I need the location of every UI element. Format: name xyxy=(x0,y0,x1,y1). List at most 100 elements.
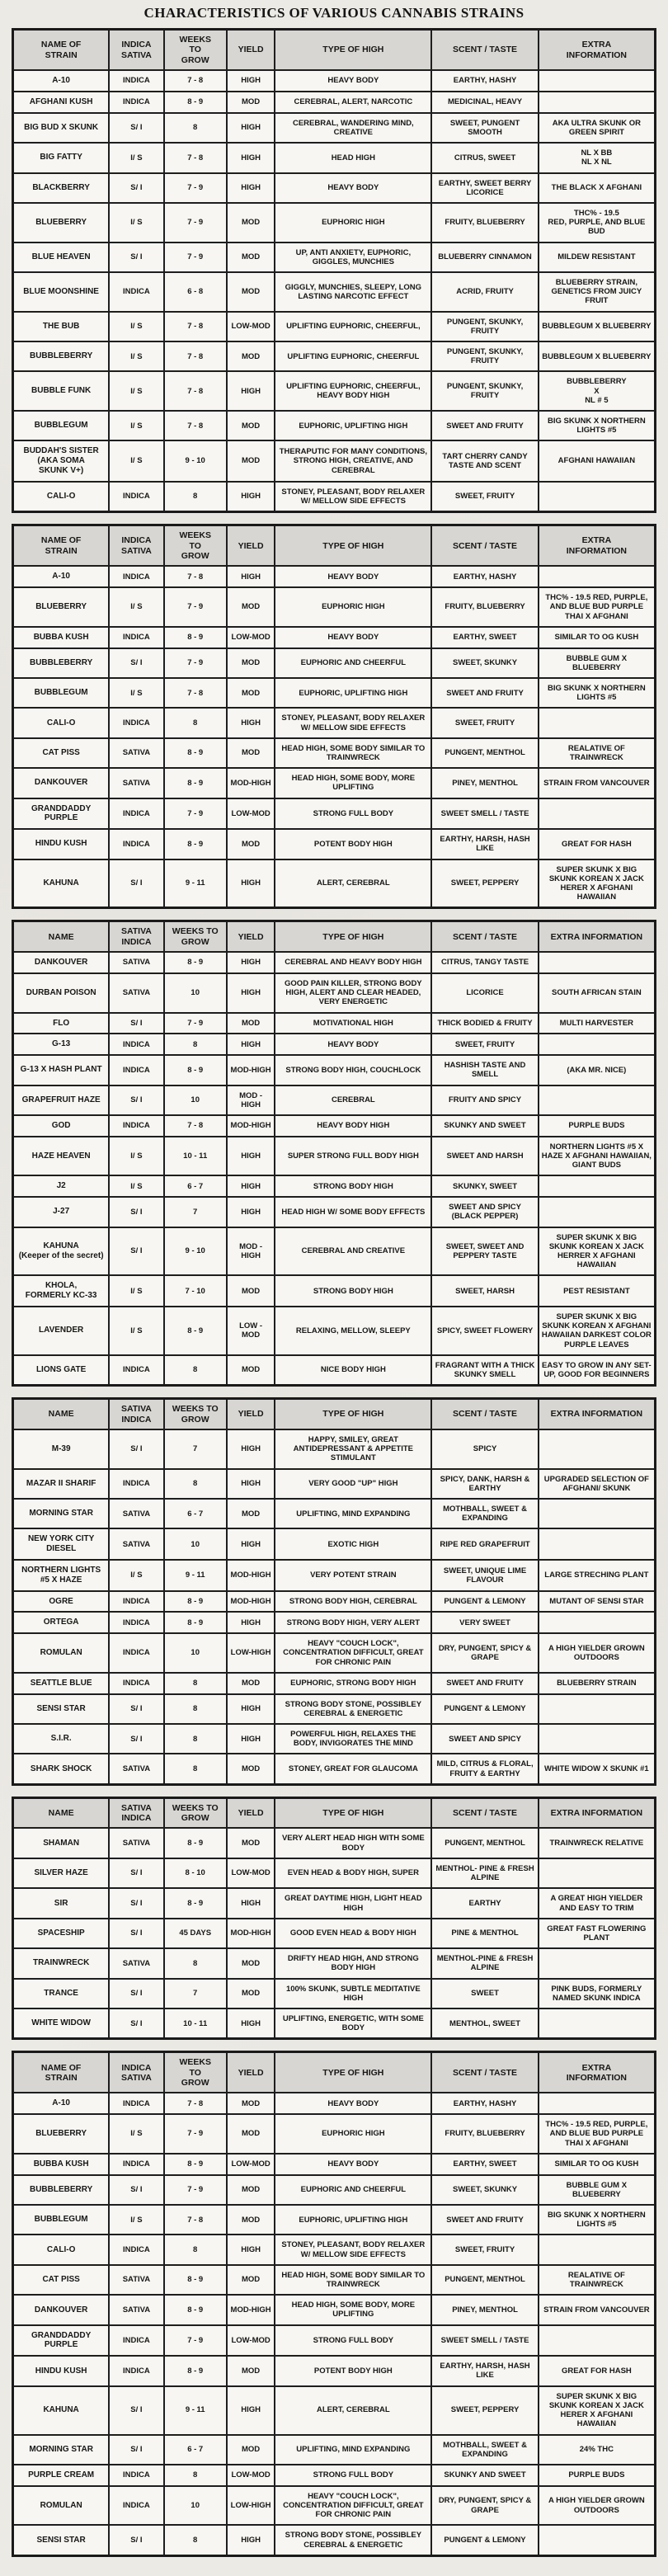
cell: SWEET, SKUNKY xyxy=(430,647,539,679)
cell: 8 xyxy=(162,480,228,513)
cell: PEST RESISTANT xyxy=(537,1274,656,1307)
cell: MOD xyxy=(225,409,276,442)
cell: 8 xyxy=(162,111,228,144)
cell: HIGH xyxy=(225,1611,276,1635)
table-row: CALI-O INDICA 8 HIGH STONEY, PLEASANT, BODY … xyxy=(12,2234,656,2266)
cell: MOD xyxy=(225,1497,276,1530)
cell: EUPHORIC AND CHEERFUL xyxy=(274,647,433,679)
cell: I/ S xyxy=(108,1175,165,1199)
cell: MOD-HIGH xyxy=(225,1917,276,1950)
table-row: HINDU KUSH INDICA 8 - 9 MOD POTENT BODY HIGH… xyxy=(12,2355,656,2387)
cell: MOD - HIGH xyxy=(225,1226,276,1277)
cell: LOW-MOD xyxy=(225,2324,276,2357)
cell: BUBBLE GUM X BLUEBERRY xyxy=(537,647,656,679)
cell xyxy=(537,69,656,92)
table-row: GOD INDICA 7 - 8 MOD-HIGH HEAVY BODY HIGH SKU… xyxy=(12,1114,656,1137)
cell xyxy=(537,797,656,831)
table-row: M-39 S/ I 7 HIGH HAPPY, SMILEY, GREAT ANTIDE… xyxy=(12,1428,656,1470)
cell: TRAINWRECK RELATIVE xyxy=(537,1827,656,1859)
cell: SATIVA xyxy=(108,1947,165,1980)
cell: GIGGLY, MUNCHIES, SLEEPY, LONG LASTING N… xyxy=(274,271,433,313)
cell: HEAD HIGH, SOME BODY SIMILAR TO TRAINWRE… xyxy=(274,737,433,770)
cell: THERAPUTIC FOR MANY CONDITIONS, STRONG H… xyxy=(274,440,433,483)
cell: S/ I xyxy=(108,2385,165,2436)
cell: SIMILAR TO OG KUSH xyxy=(537,2152,656,2176)
cell: MOD-HIGH xyxy=(225,1054,276,1086)
table-row: ROMULAN INDICA 10 LOW-HIGH HEAVY "COUCH LOCK… xyxy=(12,1632,656,1674)
cell: HIGH xyxy=(225,69,276,92)
cell: 9 - 11 xyxy=(162,1558,228,1592)
cell: INDICA xyxy=(108,271,165,313)
cell: STRONG FULL BODY xyxy=(274,2463,433,2487)
cell: S/ I xyxy=(108,111,165,144)
cell: SWEET, FRUITY xyxy=(430,480,539,513)
cell xyxy=(537,1722,656,1755)
cell: CEREBRAL xyxy=(274,1084,433,1116)
cell: 24% THC xyxy=(537,2433,656,2465)
strain-name-cell: CAT PISS xyxy=(12,737,111,770)
cell: SWEET AND HARSH xyxy=(430,1135,539,1177)
cell: SKUNKY AND SWEET xyxy=(430,1114,539,1137)
cell xyxy=(537,1528,656,1561)
cell: MOD xyxy=(225,90,276,114)
cell: 7 - 8 xyxy=(162,676,228,709)
cell: HIGH xyxy=(225,707,276,739)
cell xyxy=(537,707,656,739)
cell: 8 xyxy=(162,2463,228,2487)
cell: 7 xyxy=(162,1196,228,1228)
table-row: SEATTLE BLUE INDICA 8 MOD EUPHORIC, STRONG B… xyxy=(12,1671,656,1695)
cell: HIGH xyxy=(225,142,276,174)
cell: MENTHOL-PINE & FRESH ALPINE xyxy=(430,1947,539,1980)
strain-name-cell: A-10 xyxy=(12,565,111,589)
cell: S/ I xyxy=(108,1722,165,1755)
cell: BUBBLEGUM X BLUEBERRY xyxy=(537,310,656,342)
cell: HEAD HIGH, SOME BODY, MORE UPLIFTING xyxy=(274,2294,433,2326)
cell: LOW-MOD xyxy=(225,1857,276,1890)
strain-name-cell: PURPLE CREAM xyxy=(12,2463,111,2487)
cell: SWEET AND FRUITY xyxy=(430,2204,539,2236)
cell: S/ I xyxy=(108,2524,165,2557)
cell: PINE & MENTHOL xyxy=(430,1917,539,1950)
strain-name-cell: SENSI STAR xyxy=(12,2524,111,2557)
strain-name-cell: J2 xyxy=(12,1175,111,1199)
cell: PUNGENT, MENTHOL xyxy=(430,2263,539,2296)
cell: INDICA xyxy=(108,2484,165,2527)
cell: STRONG FULL BODY xyxy=(274,797,433,831)
cell: 10 xyxy=(162,972,228,1014)
cell: 8 - 9 xyxy=(162,90,228,114)
cell: UPLIFTING EUPHORIC, CHEERFUL, HEAVY BODY… xyxy=(274,370,433,412)
strain-name-cell: GRAPEFRUIT HAZE xyxy=(12,1084,111,1116)
cell: S/ I xyxy=(108,2173,165,2206)
table-row: DANKOUVER SATIVA 8 - 9 MOD-HIGH HEAD HIGH, S… xyxy=(12,767,656,799)
strain-name-cell: M-39 xyxy=(12,1428,111,1470)
strain-name-cell: MORNING STAR xyxy=(12,2433,111,2465)
cell: INDICA xyxy=(108,1671,165,1695)
cell: HIGH xyxy=(225,2234,276,2266)
cell: LOW - MOD xyxy=(225,1305,276,1356)
cell: HEAD HIGH, SOME BODY, MORE UPLIFTING xyxy=(274,767,433,799)
cell: HIGH xyxy=(225,480,276,513)
strain-name-cell: BLACKBERRY xyxy=(12,172,111,204)
cell: MOD xyxy=(225,2092,276,2116)
strain-name-cell: BUBBA KUSH xyxy=(12,2152,111,2176)
cell: SATIVA xyxy=(108,1753,165,1786)
cell: LOW-MOD xyxy=(225,310,276,342)
cell: PURPLE BUDS xyxy=(537,1114,656,1137)
strain-name-cell: A-10 xyxy=(12,2092,111,2116)
cell: INDICA xyxy=(108,1054,165,1086)
cell: HIGH xyxy=(225,370,276,412)
cell xyxy=(537,2007,656,2040)
cell: HIGH xyxy=(225,111,276,144)
cell: 7 - 8 xyxy=(162,370,228,412)
cell: MOD xyxy=(225,440,276,483)
cell: 8 xyxy=(162,1671,228,1695)
table-row: BUBBA KUSH INDICA 8 - 9 LOW-MOD HEAVY BODY EA… xyxy=(12,2152,656,2176)
cell: HIGH xyxy=(225,972,276,1014)
cell: S/ I xyxy=(108,858,165,909)
